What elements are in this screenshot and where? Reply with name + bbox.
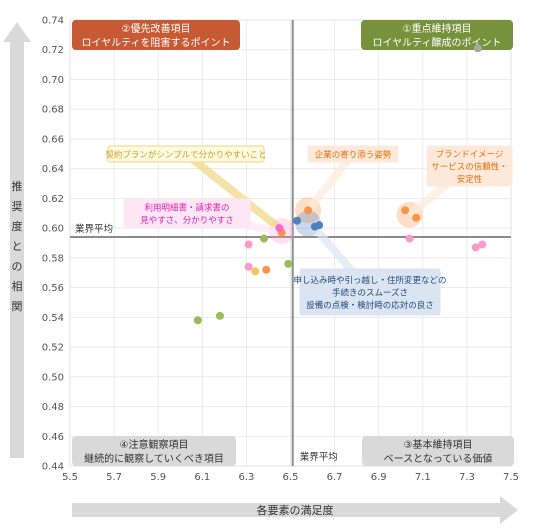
y-tick-label: 0.60 <box>42 224 64 235</box>
annotation-box <box>107 145 265 163</box>
y-tick-label: 0.48 <box>42 402 64 413</box>
data-point <box>473 44 482 53</box>
data-point <box>304 206 313 215</box>
data-point <box>262 265 271 274</box>
quadrant-basic-maintenance-box <box>362 436 514 466</box>
quadrant-priority-improvement-subtitle: ロイヤルティを阻害するポイント <box>81 36 230 49</box>
y-tick-label: 0.72 <box>42 45 64 56</box>
quadrant-priority-improvement-title: ②優先改善項目 <box>122 22 191 35</box>
quadrant-watch-title: ④注意観察項目 <box>120 438 189 451</box>
annotation-text: 企業の寄り添う姿勢 <box>315 150 392 161</box>
y-axis-label-char: の <box>12 260 23 273</box>
x-tick-label: 5.7 <box>106 472 122 483</box>
annotation-text: 設備の点検・検討時の応対の良さ <box>306 300 434 311</box>
y-axis-label-char: と <box>12 240 23 253</box>
data-point <box>193 316 202 325</box>
annotation-leader <box>183 150 282 232</box>
y-axis-label-char: 奨 <box>12 199 23 213</box>
x-tick-label: 7.3 <box>459 472 475 483</box>
data-point <box>244 262 253 271</box>
x-tick-label: 5.5 <box>62 472 78 483</box>
annotation-leader <box>305 151 357 213</box>
annotation-box <box>123 198 251 228</box>
plot-area: 5.5 5.7 5.9 6.1 6.3 6.5 6.7 6.9 7.1 7.3 7.5 0.44 0.4… <box>42 16 519 484</box>
y-tick-label: 0.50 <box>42 372 64 383</box>
y-tick-label: 0.58 <box>42 253 64 264</box>
quadrant-watch-box <box>72 436 236 466</box>
quadrant-basic-maintenance-title: ③基本維持項目 <box>404 438 473 451</box>
quadrant-key-maintenance-box <box>361 20 513 50</box>
y-axis-label-char: 推 <box>12 179 23 193</box>
annotation-box <box>307 145 399 163</box>
data-point <box>412 213 421 222</box>
data-point <box>471 243 480 252</box>
x-tick-label: 5.9 <box>150 472 166 483</box>
x-tick-label: 6.3 <box>238 472 254 483</box>
quadrant-priority-improvement-box <box>72 20 240 50</box>
y-axis-arrow <box>3 22 31 458</box>
quadrant-watch-subtitle: 継続的に観察していくべき項目 <box>84 452 224 465</box>
x-tick-label: 7.5 <box>503 472 519 483</box>
data-point <box>478 240 487 249</box>
data-point <box>284 259 293 268</box>
annotation-text: 契約プランがシンプルで分かりやすいこと <box>105 150 266 161</box>
industry-average-label-x: 業界平均 <box>300 451 338 463</box>
annotation-text: 申し込み時や引っ越し・住所変更などの <box>293 275 446 286</box>
x-tick-label: 6.9 <box>371 472 387 483</box>
y-axis-label-char: 相 <box>12 280 23 293</box>
data-point <box>251 267 260 276</box>
y-tick-label: 0.44 <box>42 462 64 473</box>
annotation-text: 手続きのスムーズさ <box>332 288 408 299</box>
quadrant-basic-maintenance-subtitle: ベースとなっている価値 <box>384 452 493 465</box>
y-tick-label: 0.52 <box>42 343 64 354</box>
annotation-box <box>299 268 441 316</box>
industry-average-label-y: 業界平均 <box>75 223 113 235</box>
data-point <box>405 234 414 243</box>
y-tick-label: 0.46 <box>42 432 64 443</box>
x-axis-arrow <box>72 496 518 524</box>
x-tick-label: 6.7 <box>327 472 343 483</box>
data-point <box>275 224 284 233</box>
data-point <box>315 221 324 230</box>
x-tick-label: 6.1 <box>194 472 210 483</box>
x-tick-label: 7.1 <box>415 472 431 483</box>
data-point <box>401 206 410 215</box>
y-tick-label: 0.64 <box>42 164 64 175</box>
y-axis-label-char: 度 <box>12 219 23 233</box>
annotation-text: サービスの信頼性・ <box>431 162 508 173</box>
y-axis-label: 推奨度との相関 <box>12 179 23 313</box>
annotation-box <box>426 145 513 187</box>
y-tick-label: 0.54 <box>42 313 64 324</box>
quadrant-key-maintenance-title: ①重点維持項目 <box>403 22 472 35</box>
annotation-text: 利用明細書・請求書の <box>144 202 229 213</box>
y-tick-label: 0.66 <box>42 134 64 145</box>
y-tick-label: 0.74 <box>42 16 64 27</box>
annotation-text: 安定性 <box>457 174 483 185</box>
annotation-text: 見やすさ、分かりやすさ <box>140 216 234 226</box>
y-tick-label: 0.70 <box>42 75 64 86</box>
y-tick-label: 0.68 <box>42 105 64 116</box>
data-point <box>215 311 224 320</box>
data-point <box>244 240 253 249</box>
x-tick-label: 6.5 <box>283 472 299 483</box>
y-tick-label: 0.56 <box>42 283 64 294</box>
data-point <box>260 234 269 243</box>
y-axis-label-char: 関 <box>12 300 23 313</box>
quadrant-key-maintenance-subtitle: ロイヤルティ醸成のポイント <box>372 37 501 49</box>
x-axis-label: 各要素の満足度 <box>257 503 334 517</box>
y-tick-label: 0.62 <box>42 194 64 205</box>
data-point <box>293 216 302 225</box>
annotation-text: ブランドイメージ <box>436 149 504 160</box>
